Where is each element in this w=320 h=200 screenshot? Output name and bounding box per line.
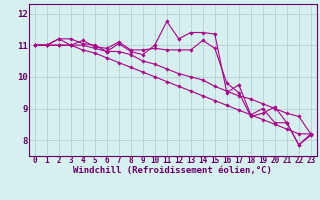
X-axis label: Windchill (Refroidissement éolien,°C): Windchill (Refroidissement éolien,°C)	[73, 166, 272, 175]
